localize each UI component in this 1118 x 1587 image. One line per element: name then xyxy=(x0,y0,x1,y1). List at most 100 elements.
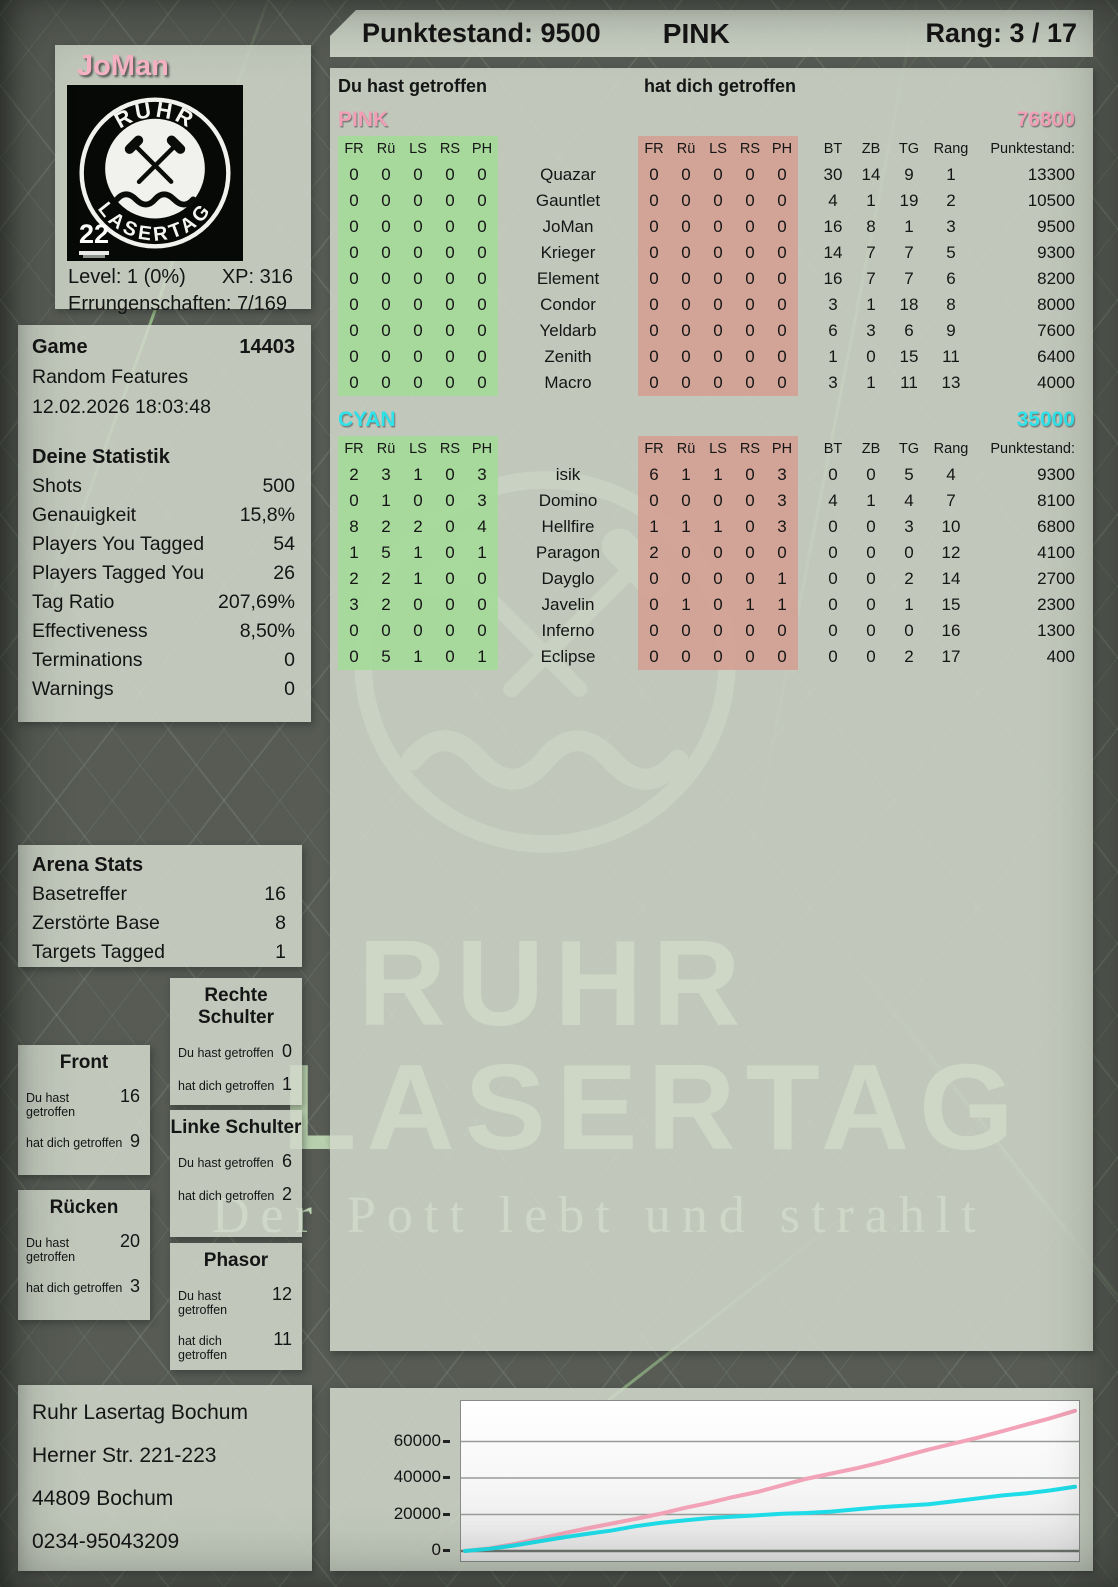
game-info-panel: Game 14403 Random Features 12.02.2026 18… xyxy=(18,325,311,722)
player-name-cell: Gauntlet xyxy=(535,191,601,210)
stat-cell: 7 xyxy=(866,243,876,262)
stat-row-effectiveness: Effectiveness 8,50% xyxy=(32,620,295,642)
hit-you-cell: 0 xyxy=(370,318,402,344)
hit-them-cell: 0 xyxy=(638,214,670,240)
game-mode: Random Features xyxy=(32,366,189,388)
player-name-cell: Yeldarb xyxy=(539,321,597,340)
stat-cell: 7 xyxy=(866,269,876,288)
team-header-row: PINK 76800 xyxy=(338,108,1093,136)
hit-you-cell: 5 xyxy=(370,644,402,670)
stat-cell: 14 xyxy=(941,569,961,588)
table-row: 0 0 0 0 0 JoMan 0 0 0 0 0 16 8 1 3 9500 xyxy=(338,214,1093,240)
hit-you-cell: 2 xyxy=(338,566,370,592)
score-cell: 2300 xyxy=(1037,595,1075,614)
spacer xyxy=(798,318,814,344)
hit-you-cell: 0 xyxy=(434,214,466,240)
player-xp: XP: 316 xyxy=(221,266,294,288)
hit-them-cell: 0 xyxy=(734,462,766,488)
hit-you-cell: 0 xyxy=(434,514,466,540)
table-row: 0 0 0 0 0 Krieger 0 0 0 0 0 14 7 7 5 9300 xyxy=(338,240,1093,266)
col-header-you: Rü xyxy=(370,436,402,462)
rank-text: Rang: 3 / 17 xyxy=(925,18,1077,48)
hit-them-cell: 0 xyxy=(638,240,670,266)
hit-them-cell: 0 xyxy=(670,162,702,188)
player-name-cell: Dayglo xyxy=(541,569,595,588)
hit-them-cell: 0 xyxy=(702,370,734,396)
col-header-them: PH xyxy=(766,436,798,462)
hit-you-cell: 0 xyxy=(338,488,370,514)
table-row: 0 0 0 0 0 Inferno 0 0 0 0 0 0 0 0 16 1300 xyxy=(338,618,1093,644)
hit-them-cell: 0 xyxy=(670,214,702,240)
spacer xyxy=(798,618,814,644)
stat-row-players-you-tagged: Players You Tagged 54 xyxy=(32,533,295,555)
hit-them-cell: 0 xyxy=(734,514,766,540)
stat-cell: 0 xyxy=(866,621,876,640)
hit-you-cell: 0 xyxy=(434,344,466,370)
hit-you-cell: 0 xyxy=(338,240,370,266)
hit-you-cell: 0 xyxy=(466,214,498,240)
game-label: Game xyxy=(32,336,88,358)
stat-cell: 3 xyxy=(946,217,956,236)
hit-you-cell: 0 xyxy=(434,566,466,592)
hit-them-cell: 0 xyxy=(638,266,670,292)
hit-you-cell: 1 xyxy=(402,462,434,488)
you-hit-column-label: Du hast getroffen xyxy=(338,76,488,96)
col-header-player xyxy=(498,436,638,462)
hit-you-cell: 0 xyxy=(402,618,434,644)
col-header-them: LS xyxy=(702,136,734,162)
y-tick-value: 20000 xyxy=(393,1503,441,1523)
hit-you-cell: 0 xyxy=(370,618,402,644)
stat-cell: 1 xyxy=(828,347,838,366)
stat-cell: 4 xyxy=(904,491,914,510)
hit-you-cell: 0 xyxy=(370,188,402,214)
team-section: PINK 76800 FR Rü LS RS PH FR Rü LS RS PH BT ZB TG Rang P… xyxy=(338,108,1093,396)
hit-you-cell: 3 xyxy=(466,488,498,514)
spacer xyxy=(798,462,814,488)
stat-cell: 0 xyxy=(866,517,876,536)
hit-you-cell: 8 xyxy=(338,514,370,540)
hit-you-cell: 1 xyxy=(466,644,498,670)
player-name-cell: Domino xyxy=(538,491,598,510)
y-tick-label: 60000 xyxy=(330,1431,450,1451)
hit-them-cell: 0 xyxy=(734,318,766,344)
y-tick-label: 40000 xyxy=(330,1467,450,1487)
hitbox-right-shoulder: Rechte Schulter Du hast getroffen 0 hat d… xyxy=(170,978,302,1105)
team-name: CYAN xyxy=(338,408,396,431)
table-row: 0 0 0 0 0 Element 0 0 0 0 0 16 7 7 6 8200 xyxy=(338,266,1093,292)
col-header-stat: BT xyxy=(823,441,843,457)
hit-you-cell: 0 xyxy=(434,592,466,618)
hit-them-cell: 0 xyxy=(766,318,798,344)
hit-them-cell: 0 xyxy=(670,318,702,344)
table-row: 2 2 1 0 0 Dayglo 0 0 0 0 1 0 0 2 14 2700 xyxy=(338,566,1093,592)
hit-you-cell: 0 xyxy=(402,344,434,370)
hit-them-cell: 0 xyxy=(766,266,798,292)
score-cell: 9500 xyxy=(1037,217,1075,236)
col-header-stat: ZB xyxy=(861,441,881,457)
spacer xyxy=(798,514,814,540)
hit-them-cell: 0 xyxy=(766,644,798,670)
stat-cell: 0 xyxy=(828,647,838,666)
stat-cell: 0 xyxy=(904,543,914,562)
hit-them-cell: 0 xyxy=(670,566,702,592)
stat-cell: 0 xyxy=(828,621,838,640)
hit-you-cell: 2 xyxy=(370,566,402,592)
hit-you-cell: 0 xyxy=(466,240,498,266)
score-line-cyan xyxy=(463,1484,1077,1553)
col-header-stat: ZB xyxy=(861,141,881,157)
hit-you-cell: 0 xyxy=(434,162,466,188)
stat-cell: 6 xyxy=(828,321,838,340)
spacer xyxy=(798,292,814,318)
table-row: 1 5 1 0 1 Paragon 2 0 0 0 0 0 0 0 12 4100 xyxy=(338,540,1093,566)
score-cell: 10500 xyxy=(1027,191,1075,210)
table-row: 0 0 0 0 0 Zenith 0 0 0 0 0 1 0 15 11 6400 xyxy=(338,344,1093,370)
hit-them-cell: 0 xyxy=(670,292,702,318)
player-name-cell: Paragon xyxy=(535,543,601,562)
hit-you-cell: 0 xyxy=(338,292,370,318)
spacer xyxy=(798,488,814,514)
hit-you-cell: 0 xyxy=(434,488,466,514)
hit-them-cell: 0 xyxy=(766,214,798,240)
hit-you-cell: 0 xyxy=(370,370,402,396)
tick-mark xyxy=(443,1512,450,1516)
hit-you-cell: 1 xyxy=(466,540,498,566)
hit-them-cell: 0 xyxy=(638,292,670,318)
